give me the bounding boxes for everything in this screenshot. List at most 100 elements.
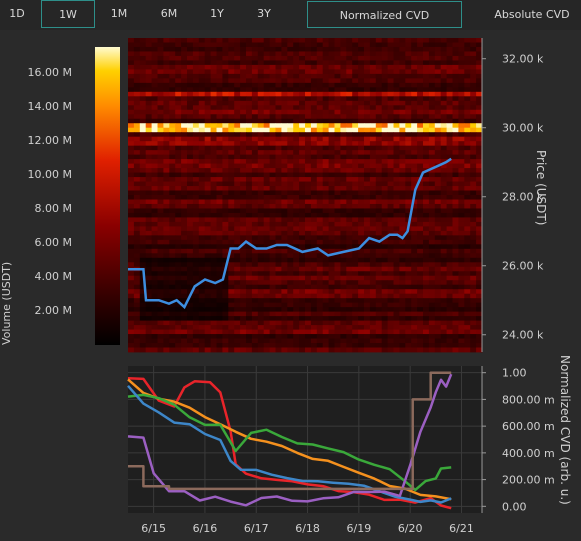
heatmap-cell (192, 203, 200, 209)
heatmap-cell (440, 73, 447, 79)
heatmap-cell (428, 172, 436, 178)
heatmap-cell (181, 203, 188, 209)
range-tab-3y[interactable]: 3Y (257, 7, 271, 20)
heatmap-cell (222, 248, 229, 254)
heatmap-cell (163, 307, 170, 313)
heatmap-cell (204, 60, 211, 66)
heatmap-cell (305, 96, 312, 102)
heatmap-cell (476, 51, 483, 57)
heatmap-cell (381, 127, 388, 133)
heatmap-cell (293, 221, 300, 227)
range-tab-1d[interactable]: 1D (9, 7, 25, 20)
heatmap-cell (293, 172, 300, 178)
heatmap-cell (381, 307, 388, 313)
heatmap-cell (375, 82, 383, 88)
heatmap-cell (352, 154, 359, 160)
heatmap-cell (246, 293, 253, 299)
heatmap-cell (263, 186, 270, 191)
heatmap-cell (263, 154, 270, 160)
heatmap-cell (181, 195, 188, 200)
heatmap-cell (181, 221, 188, 227)
heatmap-cell (175, 226, 182, 232)
heatmap-cell (216, 105, 223, 111)
heatmap-cell (387, 257, 394, 263)
heatmap-cell (393, 235, 400, 241)
heatmap-cell (446, 73, 453, 79)
heatmap-cell (175, 87, 182, 93)
heatmap-cell (464, 221, 471, 227)
heatmap-cell (452, 217, 459, 223)
heatmap-cell (334, 221, 341, 227)
heatmap-cell (334, 244, 341, 250)
heatmap-cell (352, 280, 359, 286)
heatmap-cell (128, 42, 135, 48)
heatmap-cell (476, 334, 483, 339)
heatmap-cell (375, 253, 383, 259)
cvd-x-tick-label: 6/15 (141, 522, 166, 535)
heatmap-cell (175, 78, 182, 84)
heatmap-cell (458, 347, 465, 353)
heatmap-cell (434, 154, 442, 160)
heatmap-cell (305, 132, 312, 138)
heatmap-cell (263, 46, 270, 52)
heatmap-cell (446, 78, 453, 84)
heatmap-cell (240, 145, 247, 151)
heatmap-cell (369, 343, 377, 348)
heatmap-cell (263, 212, 270, 218)
heatmap-cell (139, 96, 147, 102)
heatmap-cell (246, 172, 253, 178)
heatmap-cell (305, 190, 312, 196)
heatmap-cell (328, 334, 335, 339)
heatmap-cell (328, 172, 335, 178)
heatmap-cell (198, 150, 206, 156)
heatmap-cell (399, 275, 406, 281)
heatmap-cell (234, 163, 241, 169)
heatmap-cell (417, 280, 424, 286)
heatmap-cell (151, 235, 158, 241)
heatmap-cell (145, 302, 152, 308)
heatmap-cell (163, 105, 170, 111)
normalized-cvd-button[interactable]: Normalized CVD (307, 1, 462, 28)
heatmap-cell (234, 69, 241, 75)
range-tab-1y[interactable]: 1Y (210, 7, 224, 20)
heatmap-cell (358, 55, 365, 61)
heatmap-cell (163, 316, 170, 321)
heatmap-cell (417, 96, 424, 102)
heatmap-cell (340, 109, 347, 115)
heatmap-cell (411, 257, 418, 263)
heatmap-cell (287, 316, 294, 321)
heatmap-cell (364, 253, 371, 259)
heatmap-cell (316, 298, 324, 304)
heatmap-cell (187, 311, 194, 317)
heatmap-cell (151, 199, 158, 205)
heatmap-cell (222, 172, 229, 178)
heatmap-cell (281, 316, 288, 321)
heatmap-cell (234, 100, 241, 106)
heatmap-cell (216, 150, 223, 156)
range-tab-1w[interactable]: 1W (41, 0, 95, 28)
range-tab-6m[interactable]: 6M (160, 7, 178, 20)
heatmap-cell (446, 38, 453, 43)
heatmap-cell (145, 275, 152, 281)
heatmap-cell (452, 150, 459, 156)
heatmap-cell (470, 203, 477, 209)
heatmap-cell (228, 69, 235, 75)
heatmap-cell (204, 177, 211, 182)
absolute-cvd-button[interactable]: Absolute CVD (494, 8, 570, 21)
heatmap-cell (228, 42, 235, 48)
heatmap-cell (458, 221, 465, 227)
heatmap-cell (281, 46, 288, 52)
heatmap-cell (210, 257, 217, 263)
heatmap-cell (393, 159, 400, 164)
range-tab-1m[interactable]: 1M (110, 7, 128, 20)
heatmap-cell (476, 181, 483, 187)
heatmap-cell (476, 212, 483, 218)
heatmap-cell (269, 347, 276, 353)
heatmap-cell (175, 271, 182, 277)
heatmap-cell (328, 262, 335, 268)
heatmap-cell (381, 154, 388, 160)
heatmap-cell (145, 280, 152, 286)
heatmap-cell (169, 91, 176, 97)
heatmap-cell (251, 141, 259, 147)
heatmap-cell (257, 109, 265, 115)
